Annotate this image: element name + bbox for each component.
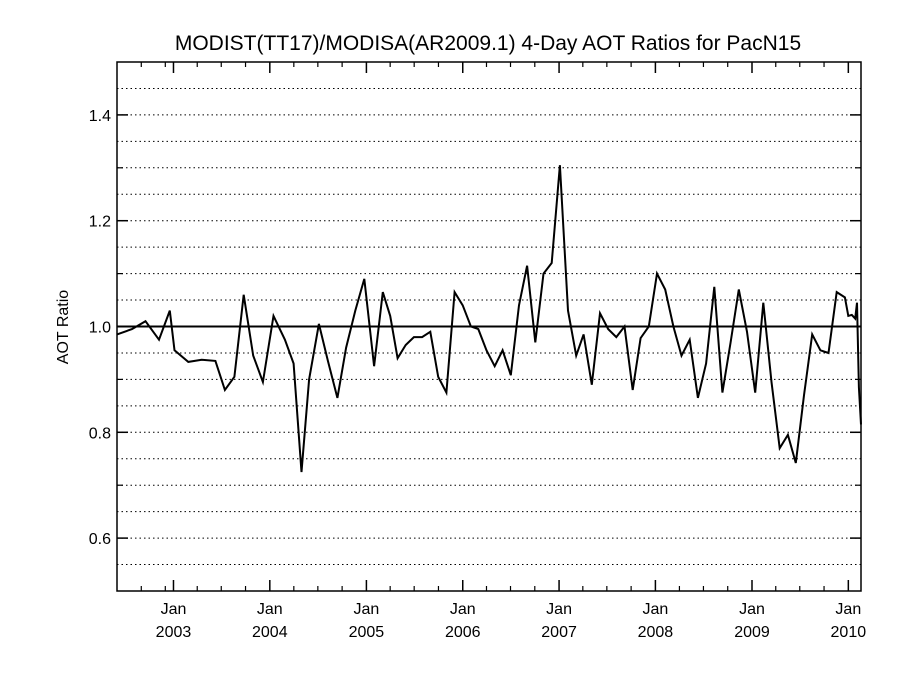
y-tick-label: 0.6: [89, 531, 111, 548]
tick-labels: 0.6 0.8 1.0 1.2 1.4 Jan 2003 Jan 2004 Jan 2005 Jan 2…: [89, 108, 866, 641]
x-tick-month: Jan: [643, 601, 669, 618]
x-tick-month: Jan: [450, 601, 476, 618]
x-tick-year: 2008: [638, 624, 674, 641]
x-tick-year: 2004: [252, 624, 288, 641]
y-tick-label: 1.0: [89, 320, 111, 337]
y-axis-label: AOT Ratio: [55, 290, 72, 365]
x-tick-month: Jan: [354, 601, 380, 618]
x-tick-month: Jan: [546, 601, 572, 618]
x-tick-year: 2006: [445, 624, 481, 641]
chart-title: MODIST(TT17)/MODISA(AR2009.1) 4-Day AOT …: [175, 32, 801, 55]
series-layer: [116, 165, 862, 473]
y-tick-label: 1.2: [89, 214, 111, 231]
axes: [116, 61, 862, 592]
series-line: [116, 165, 862, 473]
x-tick-month: Jan: [835, 601, 861, 618]
y-tick-label: 1.4: [89, 108, 111, 125]
y-tick-label: 0.8: [89, 425, 111, 442]
x-tick-month: Jan: [739, 601, 765, 618]
x-tick-month: Jan: [257, 601, 283, 618]
x-tick-year: 2005: [349, 624, 385, 641]
x-tick-year: 2010: [831, 624, 867, 641]
x-tick-year: 2007: [541, 624, 577, 641]
x-tick-month: Jan: [161, 601, 187, 618]
x-tick-year: 2009: [734, 624, 770, 641]
x-tick-year: 2003: [156, 624, 192, 641]
